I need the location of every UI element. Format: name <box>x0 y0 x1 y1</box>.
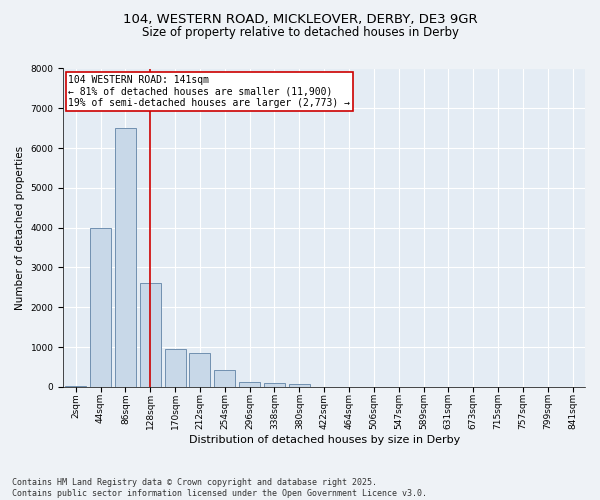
Text: 104 WESTERN ROAD: 141sqm
← 81% of detached houses are smaller (11,900)
19% of se: 104 WESTERN ROAD: 141sqm ← 81% of detach… <box>68 75 350 108</box>
Bar <box>90 228 111 387</box>
Bar <box>190 353 211 387</box>
Bar <box>140 284 161 387</box>
Bar <box>164 349 185 387</box>
Bar <box>239 382 260 387</box>
Text: 104, WESTERN ROAD, MICKLEOVER, DERBY, DE3 9GR: 104, WESTERN ROAD, MICKLEOVER, DERBY, DE… <box>122 12 478 26</box>
X-axis label: Distribution of detached houses by size in Derby: Distribution of detached houses by size … <box>188 435 460 445</box>
Y-axis label: Number of detached properties: Number of detached properties <box>15 146 25 310</box>
Bar <box>289 384 310 387</box>
Bar <box>264 383 285 387</box>
Bar <box>65 386 86 387</box>
Bar <box>214 370 235 387</box>
Text: Contains HM Land Registry data © Crown copyright and database right 2025.
Contai: Contains HM Land Registry data © Crown c… <box>12 478 427 498</box>
Text: Size of property relative to detached houses in Derby: Size of property relative to detached ho… <box>142 26 458 39</box>
Bar <box>115 128 136 387</box>
